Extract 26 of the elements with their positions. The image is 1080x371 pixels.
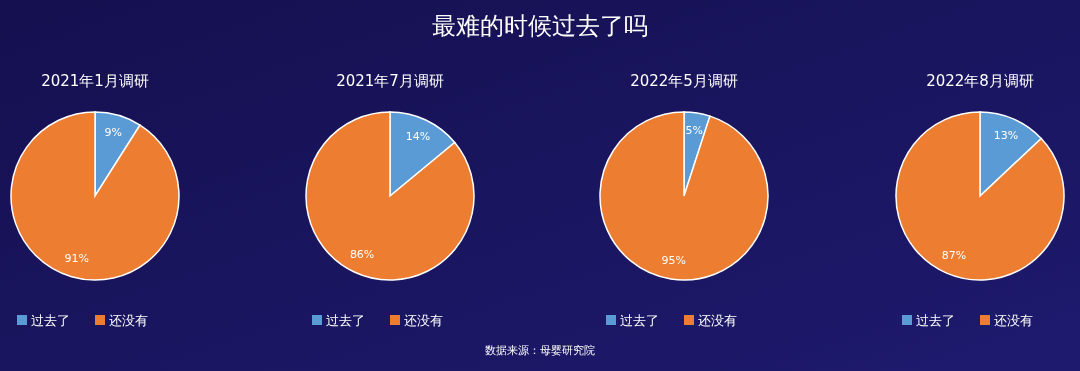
pie-slice: [10, 111, 180, 281]
slice-label: 还没有: [994, 312, 1033, 328]
data-label: 13%: [993, 128, 1019, 142]
data-label: 5%: [685, 124, 703, 138]
chart-title: 2022年8月调研: [926, 72, 1034, 90]
legend-label: 过去了: [31, 312, 70, 328]
pie-slice: [895, 111, 1065, 281]
data-label: 95%: [661, 253, 686, 267]
legend-label: 过去了: [916, 312, 955, 328]
legend-label: 过去了: [326, 312, 365, 328]
data-label: 91%: [64, 251, 89, 265]
data-label: 9%: [104, 126, 123, 140]
chart-title: 2021年7月调研: [336, 72, 444, 90]
data-label: 86%: [349, 248, 375, 262]
pie-slice: [599, 111, 769, 281]
text: 最难的时候过去了吗: [432, 12, 648, 40]
data-label: 87%: [941, 249, 967, 263]
data-label: 14%: [405, 129, 431, 143]
slice-label: 还没有: [404, 312, 443, 328]
chart-title: 2021年1月调研: [41, 72, 149, 90]
pie-slice: [305, 111, 475, 281]
slice-label: 还没有: [698, 312, 737, 328]
slice-label: 还没有: [109, 312, 148, 328]
legend-label: 过去了: [620, 312, 659, 328]
source-note: 数据来源：母婴研究院: [485, 344, 595, 357]
chart-title: 2022年5月调研: [630, 72, 738, 90]
